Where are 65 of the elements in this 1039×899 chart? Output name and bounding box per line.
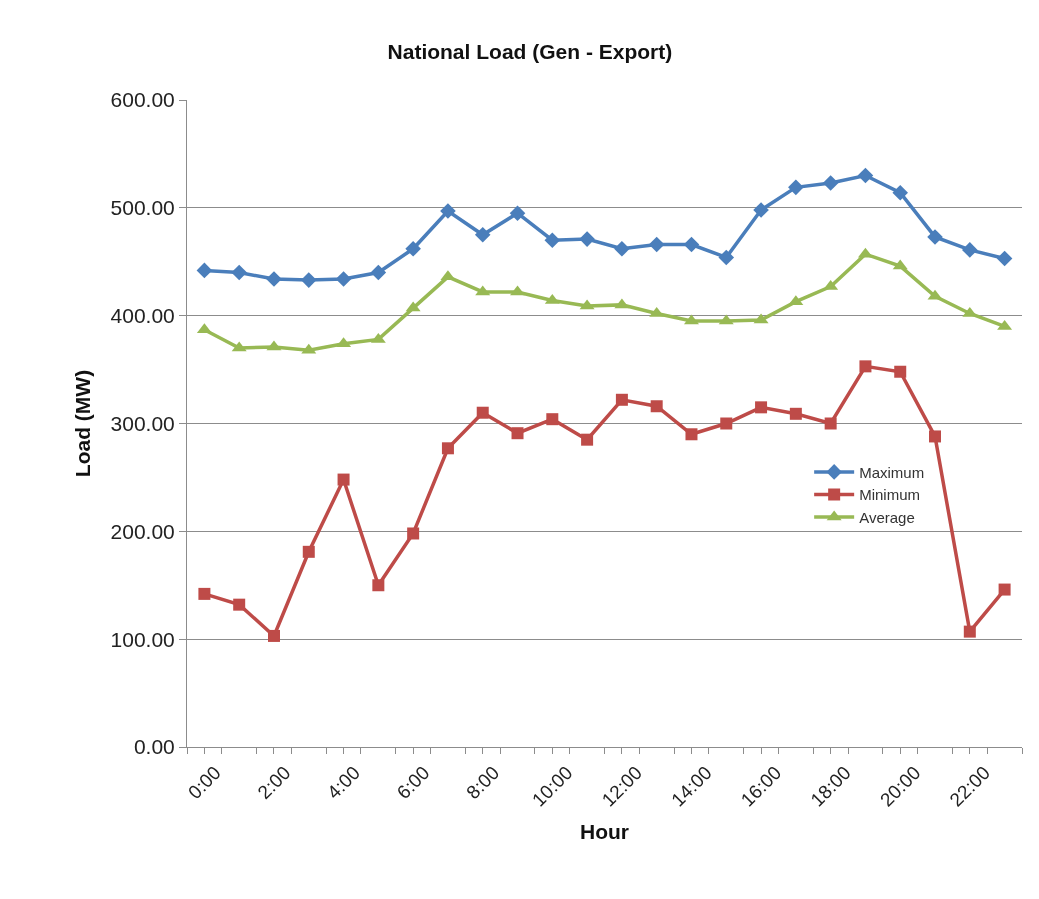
legend-label: Minimum bbox=[859, 486, 920, 504]
point bbox=[476, 406, 489, 419]
y-tick-label: 300.00 bbox=[110, 411, 175, 435]
point bbox=[337, 473, 350, 486]
point bbox=[927, 229, 943, 245]
point bbox=[440, 203, 456, 219]
point bbox=[233, 598, 246, 611]
point bbox=[789, 407, 802, 420]
point bbox=[720, 417, 733, 430]
point bbox=[546, 413, 559, 426]
point bbox=[302, 545, 315, 558]
point bbox=[822, 175, 839, 191]
point bbox=[581, 433, 594, 446]
point bbox=[266, 271, 282, 287]
point bbox=[196, 262, 213, 279]
point bbox=[615, 393, 628, 406]
y-tick-label: 500.00 bbox=[110, 196, 175, 220]
point bbox=[648, 236, 665, 253]
point bbox=[996, 250, 1013, 267]
point bbox=[231, 264, 247, 281]
point bbox=[579, 231, 595, 247]
y-tick-label: 400.00 bbox=[110, 304, 175, 328]
point bbox=[509, 205, 526, 222]
point bbox=[335, 271, 352, 287]
point bbox=[511, 427, 524, 440]
y-axis-title: Load (MW) bbox=[70, 369, 94, 478]
point bbox=[824, 417, 837, 430]
point bbox=[407, 527, 420, 540]
x-axis-title: Hour bbox=[580, 819, 629, 843]
x-tick-label: 8:00 bbox=[462, 762, 504, 803]
y-tick-label: 200.00 bbox=[110, 519, 175, 543]
point bbox=[441, 442, 454, 455]
point bbox=[894, 365, 907, 378]
point bbox=[300, 272, 317, 288]
x-tick-label: 0:00 bbox=[183, 762, 225, 803]
point bbox=[857, 167, 874, 184]
point bbox=[614, 241, 630, 257]
point bbox=[683, 236, 700, 253]
y-tick-label: 100.00 bbox=[110, 627, 175, 651]
point bbox=[892, 184, 909, 201]
point bbox=[718, 249, 735, 266]
point bbox=[755, 401, 768, 414]
x-tick-label: 6:00 bbox=[392, 762, 434, 803]
legend-label: Average bbox=[859, 508, 915, 526]
point bbox=[753, 202, 769, 218]
point bbox=[370, 264, 387, 281]
point bbox=[929, 430, 942, 443]
point bbox=[198, 587, 211, 600]
point bbox=[474, 226, 491, 243]
point bbox=[405, 241, 421, 257]
point bbox=[962, 242, 978, 258]
point bbox=[650, 400, 663, 413]
x-tick-label: 4:00 bbox=[323, 762, 365, 803]
y-tick-label: 0.00 bbox=[133, 735, 175, 759]
point bbox=[859, 360, 872, 373]
chart-title: National Load (Gen - Export) bbox=[387, 40, 673, 64]
point bbox=[544, 232, 561, 248]
point bbox=[685, 428, 698, 441]
legend-label: Maximum bbox=[859, 463, 925, 481]
point bbox=[963, 625, 976, 638]
point bbox=[998, 583, 1011, 596]
y-tick-label: 600.00 bbox=[110, 88, 175, 112]
point bbox=[267, 629, 280, 642]
point bbox=[372, 579, 385, 592]
point bbox=[788, 179, 804, 196]
